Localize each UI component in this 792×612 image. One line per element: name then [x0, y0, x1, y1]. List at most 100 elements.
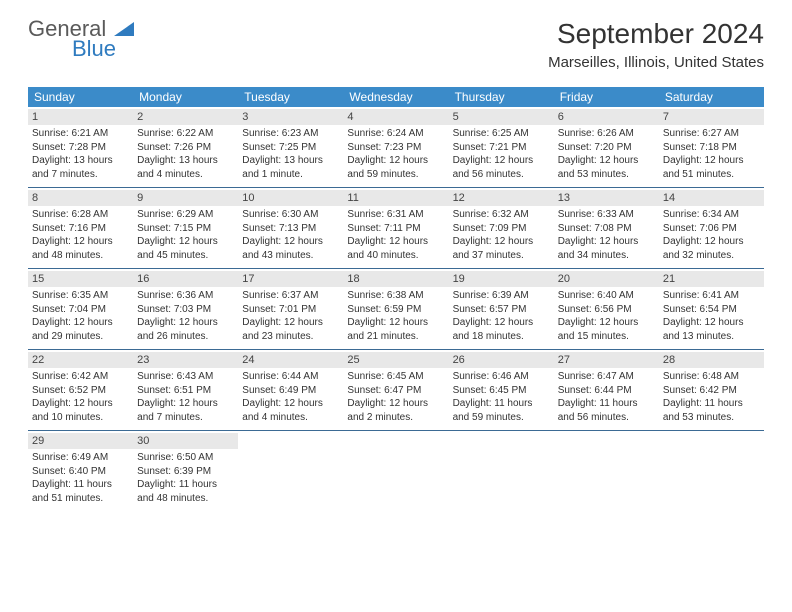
day-number: 20 [554, 271, 659, 287]
day-number: 10 [238, 190, 343, 206]
logo-triangle-icon [114, 16, 134, 41]
sunset-text: Sunset: 6:47 PM [347, 384, 444, 398]
daylight-text: Daylight: 12 hours and 40 minutes. [347, 235, 444, 262]
daylight-text: Daylight: 12 hours and 15 minutes. [558, 316, 655, 343]
logo: General Blue [28, 18, 134, 60]
daylight-text: Daylight: 12 hours and 2 minutes. [347, 397, 444, 424]
sunrise-text: Sunrise: 6:50 AM [137, 451, 234, 465]
calendar-cell: 19Sunrise: 6:39 AMSunset: 6:57 PMDayligh… [449, 269, 554, 349]
daylight-text: Daylight: 12 hours and 51 minutes. [663, 154, 760, 181]
cell-content: Sunrise: 6:44 AMSunset: 6:49 PMDaylight:… [242, 370, 339, 424]
calendar-cell: 21Sunrise: 6:41 AMSunset: 6:54 PMDayligh… [659, 269, 764, 349]
page-title: September 2024 [548, 18, 764, 50]
sunset-text: Sunset: 6:49 PM [242, 384, 339, 398]
sunset-text: Sunset: 7:20 PM [558, 141, 655, 155]
calendar-cell [554, 431, 659, 511]
calendar-cell: 20 Sunrise: 6:40 AMSunset: 6:56 PMDayligh… [554, 269, 659, 349]
calendar-cell: 15 Sunrise: 6:35 AMSunset: 7:04 PMDayligh… [28, 269, 133, 349]
calendar-cell: 1Sunrise: 6:21 AMSunset: 7:28 PMDaylight… [28, 107, 133, 187]
cell-content: Sunrise: 6:32 AMSunset: 7:09 PMDaylight:… [453, 208, 550, 262]
day-number: 26 [449, 352, 554, 368]
sunset-text: Sunset: 6:40 PM [32, 465, 129, 479]
daylight-text: Daylight: 11 hours and 51 minutes. [32, 478, 129, 505]
calendar-cell: 30Sunrise: 6:50 AMSunset: 6:39 PMDayligh… [133, 431, 238, 511]
sunset-text: Sunset: 6:39 PM [137, 465, 234, 479]
cell-content: Sunrise: 6:26 AMSunset: 7:20 PMDaylight:… [558, 127, 655, 181]
calendar-cell: 8 Sunrise: 6:28 AMSunset: 7:16 PMDaylight… [28, 188, 133, 268]
sunrise-text: Sunrise: 6:31 AM [347, 208, 444, 222]
sunset-text: Sunset: 7:08 PM [558, 222, 655, 236]
calendar-cell: 14Sunrise: 6:34 AMSunset: 7:06 PMDayligh… [659, 188, 764, 268]
daylight-text: Daylight: 12 hours and 4 minutes. [242, 397, 339, 424]
sunset-text: Sunset: 7:04 PM [32, 303, 129, 317]
sunset-text: Sunset: 7:21 PM [453, 141, 550, 155]
calendar-cell: 12Sunrise: 6:32 AMSunset: 7:09 PMDayligh… [449, 188, 554, 268]
daylight-text: Daylight: 11 hours and 53 minutes. [663, 397, 760, 424]
week-row: 8 Sunrise: 6:28 AMSunset: 7:16 PMDaylight… [28, 188, 764, 269]
calendar-cell: 16Sunrise: 6:36 AMSunset: 7:03 PMDayligh… [133, 269, 238, 349]
day-number: 11 [343, 190, 448, 206]
day-number: 18 [343, 271, 448, 287]
sunrise-text: Sunrise: 6:36 AM [137, 289, 234, 303]
header: General Blue September 2024 Marseilles, … [0, 0, 792, 79]
daylight-text: Daylight: 12 hours and 29 minutes. [32, 316, 129, 343]
cell-content: Sunrise: 6:34 AMSunset: 7:06 PMDaylight:… [663, 208, 760, 262]
calendar-cell: 5Sunrise: 6:25 AMSunset: 7:21 PMDaylight… [449, 107, 554, 187]
daylight-text: Daylight: 11 hours and 59 minutes. [453, 397, 550, 424]
sunrise-text: Sunrise: 6:49 AM [32, 451, 129, 465]
day-header-cell: Monday [133, 87, 238, 107]
sunset-text: Sunset: 7:18 PM [663, 141, 760, 155]
cell-content: Sunrise: 6:38 AMSunset: 6:59 PMDaylight:… [347, 289, 444, 343]
cell-content: Sunrise: 6:28 AMSunset: 7:16 PMDaylight:… [32, 208, 129, 262]
day-number: 15 [28, 271, 133, 287]
cell-content: Sunrise: 6:33 AMSunset: 7:08 PMDaylight:… [558, 208, 655, 262]
daylight-text: Daylight: 12 hours and 45 minutes. [137, 235, 234, 262]
daylight-text: Daylight: 12 hours and 13 minutes. [663, 316, 760, 343]
week-row: 1Sunrise: 6:21 AMSunset: 7:28 PMDaylight… [28, 107, 764, 188]
day-header-cell: Wednesday [343, 87, 448, 107]
sunrise-text: Sunrise: 6:32 AM [453, 208, 550, 222]
daylight-text: Daylight: 12 hours and 26 minutes. [137, 316, 234, 343]
day-header-cell: Friday [554, 87, 659, 107]
cell-content: Sunrise: 6:29 AMSunset: 7:15 PMDaylight:… [137, 208, 234, 262]
day-number: 13 [554, 190, 659, 206]
sunrise-text: Sunrise: 6:33 AM [558, 208, 655, 222]
cell-content: Sunrise: 6:42 AMSunset: 6:52 PMDaylight:… [32, 370, 129, 424]
day-number: 27 [554, 352, 659, 368]
sunrise-text: Sunrise: 6:46 AM [453, 370, 550, 384]
daylight-text: Daylight: 11 hours and 48 minutes. [137, 478, 234, 505]
daylight-text: Daylight: 12 hours and 21 minutes. [347, 316, 444, 343]
calendar-cell: 25Sunrise: 6:45 AMSunset: 6:47 PMDayligh… [343, 350, 448, 430]
sunset-text: Sunset: 6:59 PM [347, 303, 444, 317]
calendar-cell: 11Sunrise: 6:31 AMSunset: 7:11 PMDayligh… [343, 188, 448, 268]
day-number: 23 [133, 352, 238, 368]
cell-content: Sunrise: 6:27 AMSunset: 7:18 PMDaylight:… [663, 127, 760, 181]
cell-content: Sunrise: 6:40 AMSunset: 6:56 PMDaylight:… [558, 289, 655, 343]
daylight-text: Daylight: 12 hours and 32 minutes. [663, 235, 760, 262]
calendar-cell: 13 Sunrise: 6:33 AMSunset: 7:08 PMDayligh… [554, 188, 659, 268]
sunset-text: Sunset: 6:54 PM [663, 303, 760, 317]
day-number: 3 [238, 109, 343, 125]
day-number: 8 [28, 190, 133, 206]
cell-content: Sunrise: 6:35 AMSunset: 7:04 PMDaylight:… [32, 289, 129, 343]
daylight-text: Daylight: 12 hours and 59 minutes. [347, 154, 444, 181]
calendar-cell: 10 Sunrise: 6:30 AMSunset: 7:13 PMDayligh… [238, 188, 343, 268]
sunrise-text: Sunrise: 6:45 AM [347, 370, 444, 384]
day-number: 21 [659, 271, 764, 287]
calendar-cell: 27Sunrise: 6:47 AMSunset: 6:44 PMDayligh… [554, 350, 659, 430]
sunset-text: Sunset: 7:16 PM [32, 222, 129, 236]
sunrise-text: Sunrise: 6:34 AM [663, 208, 760, 222]
sunrise-text: Sunrise: 6:29 AM [137, 208, 234, 222]
sunrise-text: Sunrise: 6:42 AM [32, 370, 129, 384]
cell-content: Sunrise: 6:22 AMSunset: 7:26 PMDaylight:… [137, 127, 234, 181]
cell-content: Sunrise: 6:30 AMSunset: 7:13 PMDaylight:… [242, 208, 339, 262]
cell-content: Sunrise: 6:36 AMSunset: 7:03 PMDaylight:… [137, 289, 234, 343]
day-number: 2 [133, 109, 238, 125]
daylight-text: Daylight: 12 hours and 7 minutes. [137, 397, 234, 424]
day-number: 1 [28, 109, 133, 125]
sunrise-text: Sunrise: 6:40 AM [558, 289, 655, 303]
calendar-cell: 26Sunrise: 6:46 AMSunset: 6:45 PMDayligh… [449, 350, 554, 430]
day-number: 22 [28, 352, 133, 368]
day-number: 24 [238, 352, 343, 368]
day-header-cell: Sunday [28, 87, 133, 107]
